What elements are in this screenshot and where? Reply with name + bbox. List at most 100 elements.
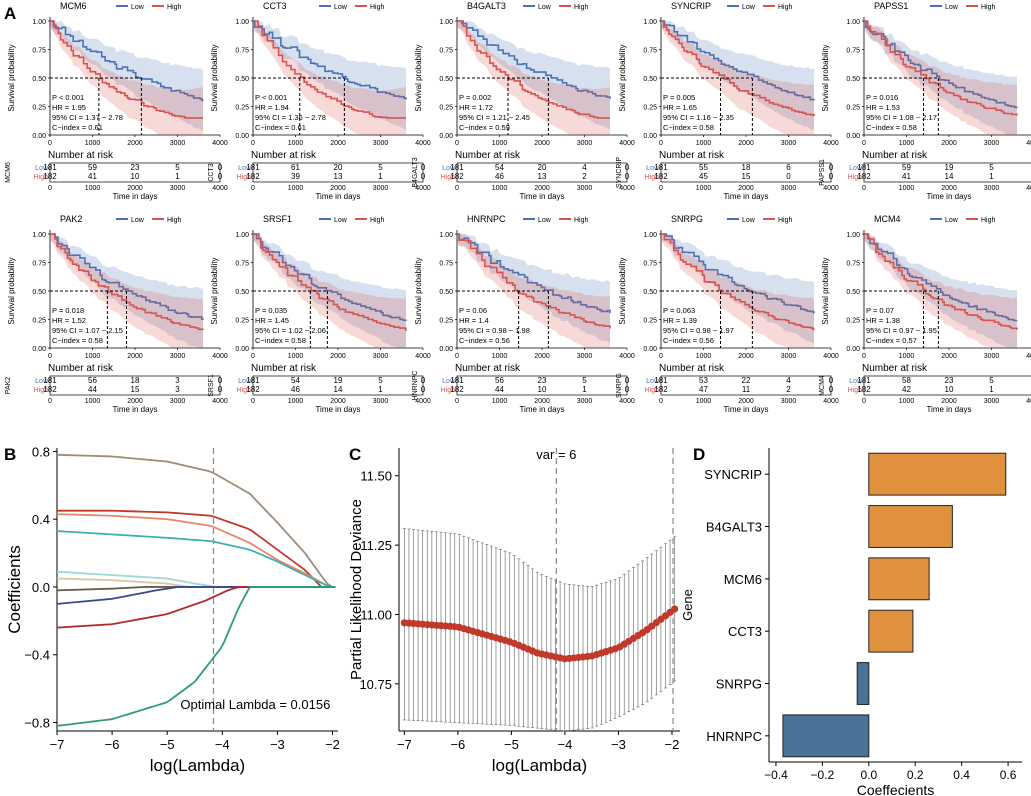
km-panel-srsf1: SRSF1 Low High Survival probability 0.00 0.25… bbox=[208, 214, 431, 414]
panel-label-a: A bbox=[4, 4, 16, 23]
lasso-coef-path bbox=[56, 586, 336, 727]
risk-row-high-label: High bbox=[34, 387, 49, 394]
legend-high-label: High bbox=[981, 217, 996, 224]
km-ci: 95% CI = 0.98 − 1.98 bbox=[459, 326, 530, 335]
km-ci-ribbon-high bbox=[864, 234, 1017, 348]
km-y-tick: 0.75 bbox=[32, 48, 46, 55]
km-curve-low bbox=[864, 233, 1018, 322]
km-y-tick: 1.00 bbox=[439, 232, 453, 239]
risk-table-gene-label: PAPSS1 bbox=[819, 159, 826, 186]
km-ci-ribbon-low bbox=[50, 21, 203, 132]
km-y-label: Survival probability bbox=[618, 257, 627, 324]
km-y-label: Survival probability bbox=[618, 44, 627, 111]
risk-low-count: 20 bbox=[538, 163, 547, 172]
lasso-coef-path bbox=[56, 577, 336, 588]
legend-low-label: Low bbox=[538, 4, 552, 11]
km-ci: 95% CI = 1.36 − 2.78 bbox=[255, 113, 326, 122]
risk-low-count: 0 bbox=[829, 163, 834, 172]
km-y-tick: 0.50 bbox=[32, 289, 46, 296]
km-ci-ribbon-low bbox=[457, 21, 610, 130]
km-y-tick: 0.50 bbox=[235, 76, 249, 83]
km-x-tick: 3000 bbox=[781, 140, 797, 147]
risk-high-count: 15 bbox=[742, 172, 751, 181]
risk-table-gene-label: SYNCRIP bbox=[616, 157, 623, 188]
km-cindex: C−index = 0.58 bbox=[663, 123, 714, 132]
risk-table-gene-label: CCT3 bbox=[208, 163, 215, 181]
lasso-coef-path bbox=[56, 586, 336, 592]
km-y-tick: 0.75 bbox=[32, 261, 46, 268]
legend-low-label: Low bbox=[334, 217, 348, 224]
risk-low-count: 181 bbox=[857, 376, 871, 385]
risk-row-low-label: Low bbox=[35, 165, 49, 172]
km-y-label: Survival probability bbox=[210, 257, 219, 324]
risk-table-title: Number at risk bbox=[455, 363, 521, 374]
risk-table-title: Number at risk bbox=[251, 150, 317, 161]
km-y-tick: 0.50 bbox=[439, 289, 453, 296]
km-curve-low bbox=[50, 233, 204, 320]
km-x-tick: 0 bbox=[455, 140, 459, 147]
risk-x-label: Time in days bbox=[519, 192, 564, 201]
lasso-coef-path bbox=[56, 586, 336, 629]
risk-high-count: 182 bbox=[857, 385, 871, 394]
risk-high-count: 42 bbox=[902, 385, 911, 394]
km-curve-high bbox=[864, 233, 1018, 330]
km-hr: HR = 1.52 bbox=[52, 316, 86, 325]
km-cindex: C−index = 0.58 bbox=[255, 336, 306, 345]
risk-x-tick: 1000 bbox=[696, 185, 712, 192]
lasso-x-tick: −7 bbox=[50, 737, 65, 752]
risk-x-tick: 2000 bbox=[330, 185, 346, 192]
risk-high-count: 0 bbox=[218, 172, 223, 181]
km-curve-high bbox=[864, 20, 1018, 116]
risk-x-tick: 3000 bbox=[781, 398, 797, 405]
risk-x-tick: 2000 bbox=[330, 398, 346, 405]
km-cindex: C−index = 0.57 bbox=[866, 336, 917, 345]
risk-x-tick: 0 bbox=[455, 398, 459, 405]
risk-low-count: 181 bbox=[654, 376, 668, 385]
km-p-value: P = 0.018 bbox=[52, 306, 84, 315]
lasso-coef-path bbox=[56, 586, 336, 605]
km-hr: HR = 1.72 bbox=[459, 103, 493, 112]
risk-low-count: 5 bbox=[582, 376, 587, 385]
legend-high-label: High bbox=[370, 217, 385, 224]
km-x-tick: 3000 bbox=[781, 353, 797, 360]
panel-label-d: D bbox=[693, 445, 705, 464]
risk-table-gene-label: B4GALT3 bbox=[412, 157, 419, 187]
km-y-tick: 0.75 bbox=[643, 48, 657, 55]
km-y-tick: 1.00 bbox=[32, 19, 46, 26]
km-ci-ribbon-low bbox=[864, 21, 1017, 135]
risk-x-tick: 1000 bbox=[85, 185, 101, 192]
lasso-coef-path bbox=[56, 570, 336, 588]
km-x-tick: 1000 bbox=[899, 140, 915, 147]
risk-x-tick: 1000 bbox=[492, 398, 508, 405]
km-x-tick: 1000 bbox=[288, 353, 304, 360]
km-x-tick: 0 bbox=[251, 140, 255, 147]
km-x-tick: 2000 bbox=[738, 140, 754, 147]
km-y-tick: 0.75 bbox=[439, 261, 453, 268]
km-x-tick: 4000 bbox=[415, 140, 431, 147]
risk-row-high-label: High bbox=[237, 387, 252, 394]
km-y-label: Survival probability bbox=[821, 44, 830, 111]
risk-x-label: Time in days bbox=[315, 405, 360, 414]
km-x-tick: 1000 bbox=[288, 140, 304, 147]
risk-low-count: 5 bbox=[989, 376, 994, 385]
km-curve-high bbox=[50, 20, 203, 119]
km-curve-low bbox=[457, 20, 611, 99]
km-x-tick: 3000 bbox=[373, 140, 389, 147]
cv-x-tick: −7 bbox=[397, 737, 412, 752]
risk-x-label: Time in days bbox=[112, 192, 157, 201]
risk-row-high-label: High bbox=[645, 174, 660, 181]
risk-low-count: 0 bbox=[421, 163, 426, 172]
legend-high-label: High bbox=[778, 4, 793, 11]
km-y-tick: 0.25 bbox=[32, 105, 46, 112]
risk-x-tick: 4000 bbox=[1026, 185, 1031, 192]
km-y-label: Survival probability bbox=[414, 44, 423, 111]
risk-x-tick: 2000 bbox=[534, 398, 550, 405]
km-y-tick: 0.00 bbox=[439, 133, 453, 140]
km-ci-ribbon-high bbox=[864, 21, 1017, 135]
risk-x-tick: 2000 bbox=[127, 185, 143, 192]
km-x-tick: 2000 bbox=[534, 353, 550, 360]
risk-row-high-label: High bbox=[441, 387, 456, 394]
risk-x-tick: 4000 bbox=[1026, 398, 1031, 405]
lasso-x-tick: −6 bbox=[105, 737, 120, 752]
risk-high-count: 1 bbox=[989, 172, 994, 181]
